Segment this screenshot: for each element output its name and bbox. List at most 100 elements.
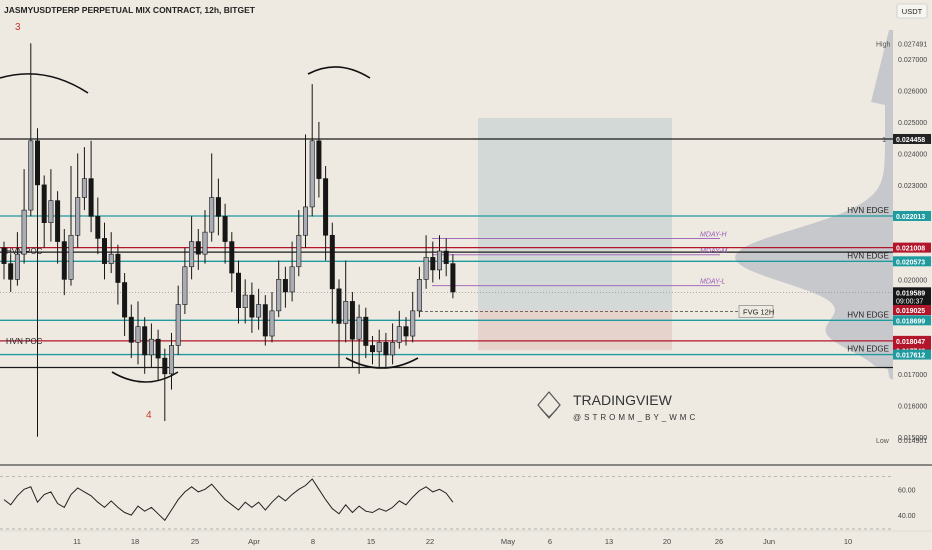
candle-body (329, 234, 335, 290)
price-tag-value: 0.017612 (896, 353, 925, 360)
x-tick-label: 11 (73, 537, 81, 546)
candle-body (41, 184, 47, 223)
candle-body (102, 238, 108, 264)
price-axis[interactable]: USDT 0.027000 0.026000 0.025000 0.024000 0.02… (876, 0, 932, 550)
price-tag[interactable] (893, 242, 931, 253)
candle-body (21, 209, 27, 255)
price-extreme-value: 0.027491 (898, 41, 927, 48)
candle-body (142, 326, 148, 356)
price-tag[interactable] (893, 133, 931, 144)
hvn-poc-label: HVN POC (6, 337, 43, 346)
candle-body (55, 200, 61, 242)
y-tick-label: 0.017000 (898, 372, 927, 379)
watermark-brand: TRADINGVIEW (573, 392, 673, 408)
candle-body (108, 253, 114, 264)
currency-label: USDT (902, 7, 923, 16)
fvg-box (738, 305, 774, 318)
target-zone (478, 118, 672, 311)
candle-body (61, 241, 67, 280)
watermark-logo-icon (537, 391, 561, 419)
candle-body (276, 279, 282, 312)
candle-body (34, 140, 40, 186)
candle-body (349, 301, 355, 340)
wave-label-4: 4 (146, 410, 152, 421)
candle-body (115, 253, 121, 283)
arc-top-mid (307, 66, 371, 79)
time-axis[interactable]: 11 18 25 Apr 8 15 22 May 6 13 20 26 Jun 10 (0, 530, 932, 546)
mday-label: MDAY-M (700, 248, 728, 255)
candle-body (336, 288, 342, 324)
x-tick-label: 13 (605, 537, 613, 546)
watermark-handle: @STROMM_BY_WMC (573, 413, 698, 422)
x-tick-label: 26 (715, 537, 723, 546)
price-tag[interactable] (893, 315, 931, 326)
candle-body (135, 326, 141, 343)
x-tick-label: 8 (311, 537, 315, 546)
volume-profile-shape (735, 30, 893, 380)
x-tick-label: 18 (131, 537, 139, 546)
candle-body (68, 234, 74, 280)
price-tag-value: 0.020573 (896, 259, 925, 266)
candle-body (14, 253, 20, 280)
price-tag[interactable] (893, 335, 931, 346)
horizontal-levels: 1 HVN EDGE HVN EDGE HVN EDGE HVN EDGE HVN POC… (0, 137, 893, 369)
price-tag[interactable] (893, 256, 931, 267)
price-tag[interactable] (893, 210, 931, 221)
price-tag-value: 0.019025 (896, 308, 925, 315)
y-tick-label: 0.016000 (898, 403, 927, 410)
candle-body (1, 247, 7, 264)
price-tag-value: 0.022013 (896, 214, 925, 221)
candle-body (175, 304, 181, 346)
candle-body (410, 310, 416, 337)
candle-body (122, 282, 128, 318)
candle-body (396, 326, 402, 343)
rsi-tick-label: 40.00 (898, 513, 916, 520)
candle-body (48, 200, 54, 223)
candle-body (369, 345, 375, 353)
candle-body (376, 342, 382, 353)
candle-body (323, 178, 329, 236)
price-tag-value: 0.024458 (896, 137, 925, 144)
level-marker: 1 (882, 137, 886, 144)
y-tick-label: 0.015000 (898, 435, 927, 442)
level-label: HVN EDGE (847, 345, 889, 354)
rsi-line (3, 478, 454, 522)
price-tag[interactable] (893, 349, 931, 360)
x-tick-label: 20 (663, 537, 671, 546)
watermark-logo-icon-inner (540, 408, 558, 418)
candle-body (450, 263, 456, 293)
x-tick-label: 25 (191, 537, 199, 546)
candle-body (390, 342, 396, 356)
candle-body (155, 338, 161, 359)
price-axis-background (893, 0, 932, 550)
price-tag-value: 0.018699 (896, 318, 925, 325)
chart-title: JASMYUSDTPERP PERPETUAL MIX CONTRACT, 12… (4, 5, 256, 15)
candle-body (8, 263, 14, 280)
position-boxes (478, 118, 672, 351)
level-label: HVN EDGE (847, 206, 889, 215)
volume-profile (735, 30, 893, 380)
annotations-layer: 3 4 TRADINGVIEW @STROMM_BY_WMC (0, 22, 698, 422)
candle-body (383, 342, 389, 356)
level-label: HVN EDGE (847, 310, 889, 319)
y-tick-label: 0.027000 (898, 57, 927, 64)
candle-body (316, 140, 322, 179)
x-tick-label: 10 (844, 537, 852, 546)
x-tick-label: 15 (367, 537, 375, 546)
x-tick-label: Apr (248, 537, 260, 546)
candle-body (296, 234, 302, 268)
candle-body (128, 316, 134, 343)
candle-body (236, 272, 242, 309)
price-tag[interactable] (893, 305, 931, 316)
currency-badge[interactable] (896, 3, 928, 19)
price-tag-value: 0.021008 (896, 246, 925, 253)
x-tick-label: 22 (426, 537, 434, 546)
price-tag[interactable] (893, 287, 931, 306)
candle-body (302, 206, 308, 236)
candle-body (343, 301, 349, 324)
candle-body (195, 241, 201, 255)
price-extreme-value: 0.014901 (898, 438, 927, 445)
level-label: HVN EDGE (847, 251, 889, 260)
stop-zone (478, 310, 672, 351)
candle-body (403, 326, 409, 337)
